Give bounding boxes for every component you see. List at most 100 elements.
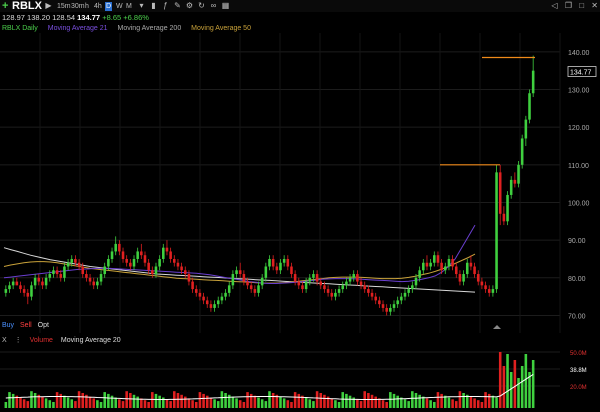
- timeframe-h[interactable]: h: [85, 3, 89, 10]
- link-icon[interactable]: ∞: [210, 1, 217, 10]
- candle-body: [249, 285, 253, 290]
- timeframe-m[interactable]: M: [126, 3, 132, 10]
- price-chart[interactable]: 140.00 130.00 120.00 110.00 100.00 90.00 80.00…: [0, 33, 600, 333]
- volume-bar: [110, 395, 114, 408]
- buy-button[interactable]: Buy: [2, 322, 15, 329]
- volume-bar: [279, 396, 282, 408]
- legend-ma21[interactable]: Moving Average 21: [47, 25, 108, 32]
- volume-bar: [502, 366, 506, 408]
- timeframe-4h[interactable]: 4h: [94, 3, 102, 10]
- timeframe-w[interactable]: W: [116, 3, 123, 10]
- minimize-icon[interactable]: ◁: [551, 1, 558, 10]
- symbol-label[interactable]: RBLX: [12, 0, 42, 12]
- volume-bar: [476, 400, 480, 408]
- volume-bar: [436, 392, 440, 408]
- volume-bar: [418, 394, 421, 408]
- volume-bar: [370, 394, 374, 408]
- candle-body: [407, 289, 410, 293]
- refresh-icon[interactable]: ↻: [198, 1, 205, 10]
- candle-body: [154, 266, 158, 275]
- candle-body: [524, 119, 528, 139]
- legend-ma200[interactable]: Moving Average 200: [117, 25, 182, 32]
- volume-settings-icon[interactable]: ⋮: [14, 337, 22, 344]
- volume-bar: [425, 398, 429, 408]
- legend-series[interactable]: RBLX Daily: [2, 25, 38, 32]
- candle-body: [99, 274, 103, 282]
- indicators-icon[interactable]: ƒ: [163, 1, 168, 10]
- candle-body: [158, 258, 161, 267]
- price-tick-label: 110.00: [568, 163, 589, 170]
- volume-bar: [11, 393, 15, 408]
- volume-bar: [238, 400, 242, 408]
- candle-body: [334, 292, 337, 297]
- volume-bar: [198, 392, 202, 408]
- volume-bar: [264, 401, 268, 408]
- candle-body: [330, 292, 334, 297]
- candle-body: [279, 262, 282, 271]
- volume-tick-label: 50.0M: [570, 351, 587, 357]
- candle-body: [52, 270, 55, 275]
- draw-icon[interactable]: ✎: [174, 1, 181, 10]
- toolbar: [0, 0, 600, 12]
- volume-bar: [121, 401, 125, 408]
- volume-bar: [293, 392, 297, 408]
- volume-bar: [55, 392, 59, 408]
- candle-body: [352, 274, 356, 278]
- volume-bar: [326, 396, 330, 408]
- volume-bar: [66, 397, 70, 408]
- candle-body: [458, 274, 462, 282]
- volume-bar: [22, 399, 26, 408]
- candle-body: [183, 270, 187, 275]
- speaker-icon[interactable]: ▶: [45, 1, 52, 10]
- candle-body: [425, 262, 429, 267]
- volume-bar: [107, 393, 110, 408]
- opt-button[interactable]: Opt: [37, 322, 49, 329]
- volume-bar: [330, 398, 334, 408]
- legend-ma50[interactable]: Moving Average 50: [191, 25, 251, 32]
- volume-bar: [187, 398, 191, 408]
- restore-icon[interactable]: ❐: [564, 1, 572, 10]
- candle-body: [260, 277, 264, 286]
- candle-body: [531, 70, 535, 94]
- close-icon[interactable]: ✕: [591, 1, 598, 10]
- volume-bar: [282, 398, 286, 408]
- candle-body: [176, 262, 180, 267]
- settings-icon[interactable]: ⚙: [185, 1, 194, 10]
- candle-body: [403, 292, 407, 297]
- volume-bar: [151, 392, 154, 408]
- candle-body: [173, 258, 176, 263]
- volume-title[interactable]: Volume: [29, 337, 53, 344]
- volume-ma-label[interactable]: Moving Average 20: [60, 337, 121, 344]
- candle-body: [319, 281, 323, 286]
- volume-bar: [454, 401, 458, 408]
- candle-body: [440, 262, 443, 271]
- volume-bar: [227, 394, 231, 408]
- volume-bar: [268, 391, 271, 408]
- volume-bar: [44, 398, 48, 408]
- maximize-icon[interactable]: □: [579, 1, 585, 10]
- candle-body: [480, 281, 484, 286]
- timeframe-30m[interactable]: 30m: [71, 3, 85, 10]
- candle-body: [374, 296, 377, 301]
- candle-body: [165, 247, 169, 252]
- volume-bar: [15, 395, 19, 408]
- window-controls: ◁ ❐ □ ✕: [546, 1, 598, 10]
- volume-bar: [92, 398, 96, 408]
- volume-bar: [242, 402, 246, 408]
- volume-chart[interactable]: 50.0M 38.8M 20.0M: [0, 344, 600, 412]
- sell-button[interactable]: Sell: [20, 322, 32, 329]
- volume-bar: [392, 393, 396, 408]
- volume-bar: [8, 392, 11, 408]
- timeframe-15m[interactable]: 15m: [57, 3, 71, 10]
- add-symbol-icon[interactable]: +: [2, 0, 9, 12]
- dropdown-icon[interactable]: ▾: [139, 1, 144, 10]
- volume-bar: [334, 400, 337, 408]
- volume-close-icon[interactable]: X: [2, 337, 7, 344]
- candle-body: [44, 277, 48, 286]
- layout-icon[interactable]: ▦: [221, 1, 230, 10]
- timeframe-d[interactable]: D: [105, 2, 113, 11]
- candle-body: [63, 266, 66, 278]
- candle-body: [293, 274, 297, 282]
- chart-type-icon[interactable]: ▮: [151, 1, 156, 10]
- volume-bar: [162, 397, 165, 408]
